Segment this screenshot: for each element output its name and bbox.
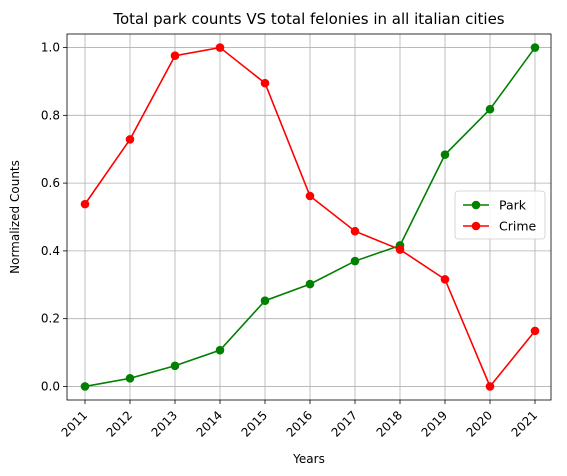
park-point [125, 374, 135, 383]
crime-point [125, 135, 135, 144]
park-point [170, 361, 180, 371]
x-tick-label: 2020 [464, 408, 495, 439]
crime-point [350, 226, 360, 236]
x-tick-label: 2015 [239, 408, 270, 439]
x-tick-label: 2011 [59, 408, 90, 439]
crime-point [260, 78, 270, 88]
x-tick-label: 2018 [374, 408, 405, 439]
x-tick-label: 2016 [284, 408, 315, 439]
crime-point [395, 245, 405, 254]
crime-point [215, 43, 225, 52]
y-tick-label: 0.4 [41, 244, 60, 258]
park-point [440, 150, 450, 159]
crime-point [485, 382, 495, 391]
legend-marker-park [471, 200, 481, 210]
park-point [530, 43, 540, 52]
park-point [260, 296, 270, 306]
y-tick-label: 0.0 [41, 379, 60, 393]
crime-point [530, 326, 540, 336]
legend-marker-crime [471, 221, 481, 231]
x-tick-label: 2014 [194, 408, 225, 439]
y-axis-label: Normalized Counts [8, 160, 22, 274]
y-tick-label: 0.6 [41, 176, 60, 190]
axis-ticks: 2011 2012 2013 2014 2015 2016 2017 2018 2019 2020… [41, 41, 540, 440]
legend: Park Crime [454, 190, 546, 240]
y-tick-label: 0.8 [41, 108, 60, 122]
park-point [305, 279, 315, 289]
legend-label-crime: Crime [499, 219, 537, 234]
y-tick-label: 1.0 [41, 41, 60, 55]
y-tick-label: 0.2 [41, 312, 60, 326]
park-point [215, 345, 225, 355]
x-tick-label: 2019 [419, 408, 450, 439]
park-point [80, 382, 90, 391]
crime-point [80, 199, 90, 209]
x-tick-label: 2013 [149, 408, 180, 439]
park-point [350, 256, 360, 266]
crime-point [170, 51, 180, 60]
park-point [485, 104, 495, 114]
legend-label-park: Park [499, 198, 527, 213]
series-layer [80, 43, 540, 391]
crime-point [305, 191, 315, 201]
grid [67, 34, 551, 400]
x-tick-label: 2017 [329, 408, 360, 439]
x-tick-label: 2012 [104, 408, 135, 439]
x-axis-label: Years [292, 452, 325, 466]
crime-point [440, 275, 450, 284]
x-tick-label: 2021 [509, 408, 540, 439]
plot-frame [66, 33, 552, 401]
chart-title: Total park counts VS total felonies in a… [112, 10, 504, 28]
